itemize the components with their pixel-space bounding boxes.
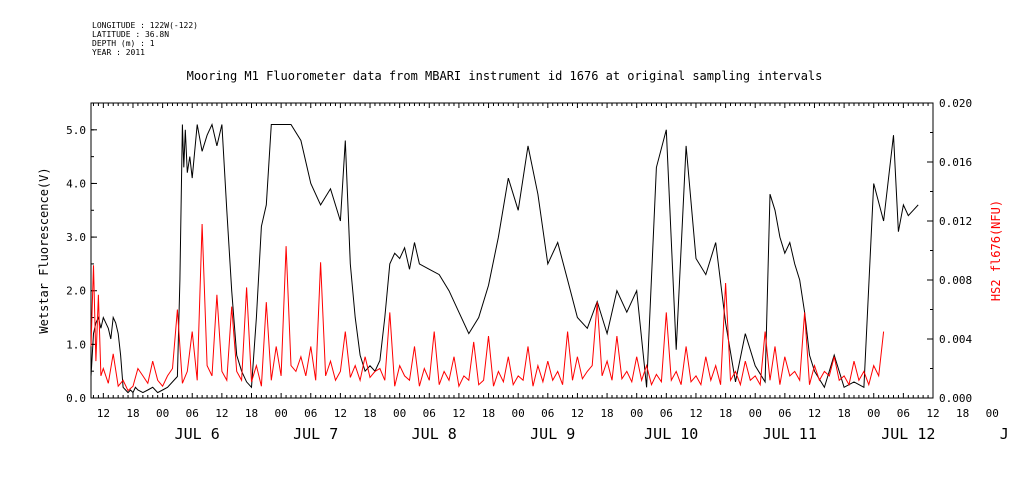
x-tick-label: 12 — [334, 407, 347, 420]
x-tick-label: 06 — [541, 407, 554, 420]
x-tick-label: 00 — [749, 407, 762, 420]
x-tick-label: 18 — [600, 407, 613, 420]
y-right-tick-label: 0.020 — [939, 97, 972, 110]
series-fl676-line — [90, 223, 885, 392]
year-label: YEAR : 2011 — [92, 48, 145, 57]
x-day-label: JUL 11 — [763, 425, 817, 443]
x-day-label: JUL 12 — [881, 425, 935, 443]
x-tick-label: 06 — [778, 407, 791, 420]
x-tick-label: 00 — [275, 407, 288, 420]
x-tick-label: 12 — [215, 407, 228, 420]
x-tick-label: 18 — [482, 407, 495, 420]
y-right-tick-label: 0.004 — [939, 333, 972, 346]
y-tick-label: 4.0 — [66, 177, 86, 190]
x-day-label: JUL 13 — [1000, 425, 1009, 443]
y-right-tick-label: 0.000 — [939, 392, 972, 405]
longitude-label: LONGITUDE : 122W(-122) — [92, 21, 198, 30]
x-day-label: JUL 7 — [293, 425, 338, 443]
x-tick-label: 18 — [245, 407, 258, 420]
y-tick-label: 5.0 — [66, 124, 86, 137]
x-tick-label: 18 — [719, 407, 732, 420]
y-tick-label: 0.0 — [66, 392, 86, 405]
x-tick-label: 00 — [156, 407, 169, 420]
x-tick-label: 18 — [837, 407, 850, 420]
series-fluorescence-line — [90, 122, 919, 394]
latitude-label: LATITUDE : 36.8N — [92, 30, 170, 39]
depth-label: DEPTH (m) : 1 — [92, 39, 155, 48]
x-day-label: JUL 10 — [644, 425, 698, 443]
x-tick-label: 00 — [393, 407, 406, 420]
x-tick-label: 00 — [867, 407, 880, 420]
x-tick-label: 06 — [660, 407, 673, 420]
x-day-label: JUL 8 — [412, 425, 457, 443]
x-tick-label: 12 — [808, 407, 821, 420]
y-right-axis-label: HS2 fl676(NFU) — [989, 200, 1003, 301]
x-tick-label: 18 — [363, 407, 376, 420]
y-right-tick-label: 0.008 — [939, 274, 972, 287]
y-tick-label: 3.0 — [66, 231, 86, 244]
x-tick-label: 18 — [956, 407, 969, 420]
x-tick-label: 18 — [126, 407, 139, 420]
x-tick-label: 12 — [452, 407, 465, 420]
x-tick-label: 06 — [897, 407, 910, 420]
y-right-tick-label: 0.016 — [939, 156, 972, 169]
x-tick-label: 06 — [423, 407, 436, 420]
plot-frame — [90, 102, 934, 399]
y-right-tick-label: 0.012 — [939, 215, 972, 228]
x-day-label: JUL 6 — [175, 425, 220, 443]
y-tick-label: 1.0 — [66, 338, 86, 351]
y-axis-label: Wetstar Fluorescence(V) — [37, 167, 51, 333]
x-tick-label: 00 — [512, 407, 525, 420]
x-tick-label: 12 — [926, 407, 939, 420]
x-tick-label: 06 — [304, 407, 317, 420]
x-tick-label: 00 — [630, 407, 643, 420]
x-tick-label: 12 — [689, 407, 702, 420]
x-tick-label: 12 — [97, 407, 110, 420]
y-tick-label: 2.0 — [66, 285, 86, 298]
chart-title: Mooring M1 Fluorometer data from MBARI i… — [186, 69, 823, 83]
x-day-label: JUL 9 — [530, 425, 575, 443]
x-tick-label: 12 — [571, 407, 584, 420]
x-tick-label: 00 — [986, 407, 999, 420]
x-tick-label: 06 — [186, 407, 199, 420]
